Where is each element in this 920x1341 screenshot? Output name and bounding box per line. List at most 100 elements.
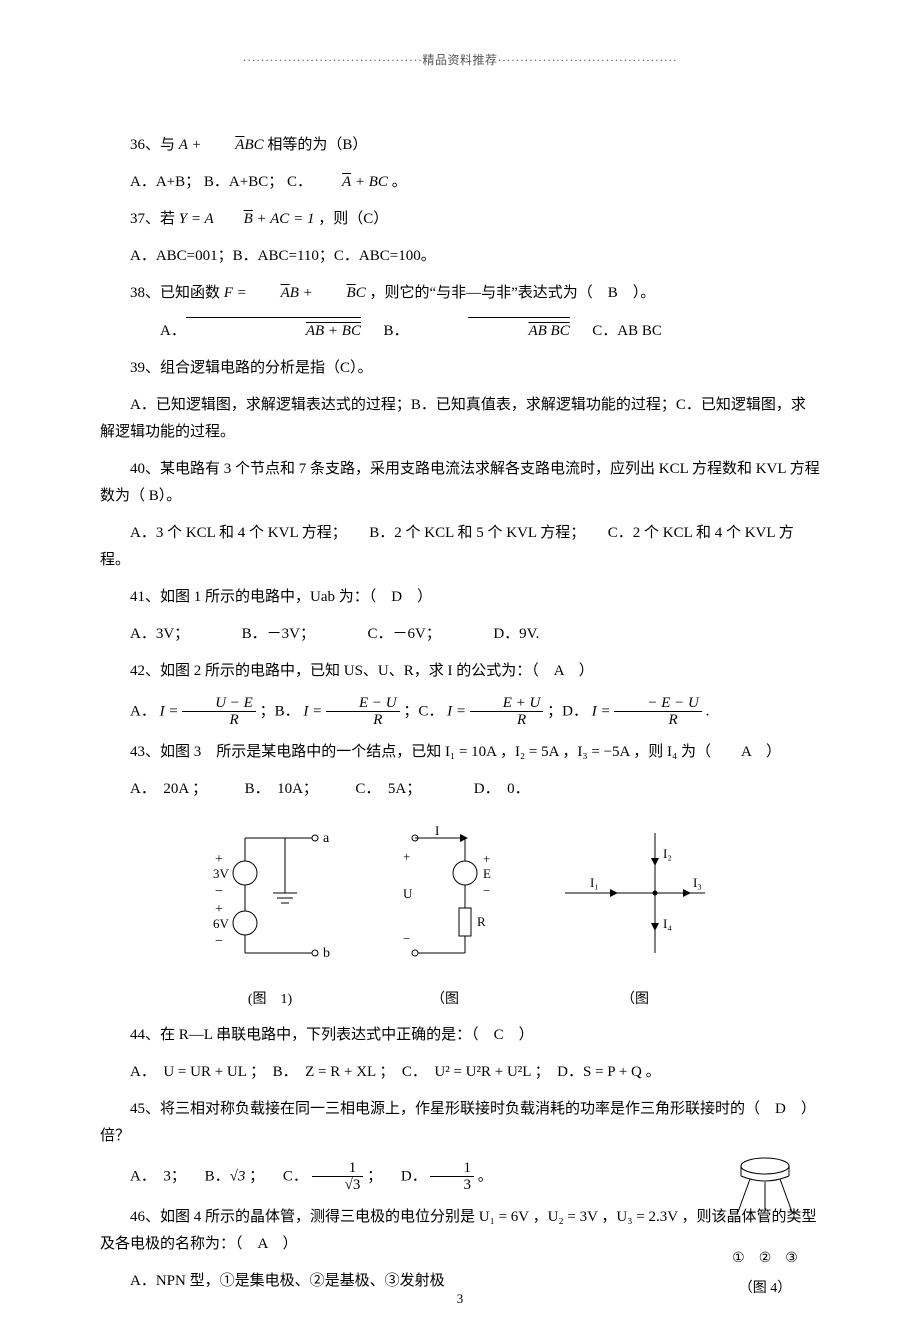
- figures-row: a + 3V − + 6V − b (图 1): [100, 823, 820, 1012]
- q42-D-den: R: [614, 712, 702, 729]
- q36-bar: A: [205, 132, 244, 159]
- q42-Ieq2: I =: [303, 703, 322, 719]
- fig3-I4: I₄: [663, 916, 672, 931]
- q40-opts: A．3 个 KCL 和 4 个 KVL 方程； B．2 个 KCL 和 5 个 …: [100, 520, 820, 574]
- q36-expr1: A +: [179, 137, 206, 153]
- figure-4: ① ② ③ （图 4）: [720, 1152, 810, 1300]
- q42-opts: A． I = U − ER ；B． I = E − UR ；C． I = E +…: [100, 695, 820, 729]
- figure-1: a + 3V − + 6V − b (图 1): [195, 823, 345, 1012]
- q42-D-pre: ；D．: [547, 703, 588, 719]
- q38-suf: ，则它的“与非—与非”表达式为（ B ）。: [369, 285, 655, 301]
- q43-opts: A． 20A ； B． 10A； C． 5A； D． 0．: [100, 776, 820, 803]
- header-line: ········································…: [100, 50, 820, 72]
- q42-C-den: R: [470, 712, 544, 729]
- q45-B-post: ；: [245, 1168, 264, 1184]
- q36-opts: A．A+B； B．A+BC； C．A + BC 。: [100, 169, 820, 196]
- q45-opts: A． 3； B．√3 ； C． 1√3 ； D． 13 。: [100, 1160, 820, 1194]
- q38-mid2: C: [356, 285, 366, 301]
- fig1-b: b: [323, 946, 330, 961]
- fig1-minus1: −: [215, 884, 223, 899]
- q36-expr2: BC: [244, 137, 263, 153]
- fig1-caption: (图 1): [195, 987, 345, 1012]
- question-44: 44、在 R—L 串联电路中，下列表达式中正确的是：（ C ）: [100, 1022, 820, 1049]
- q37-yeq: Y = A: [179, 211, 214, 227]
- fig3-I3: I₃: [693, 875, 702, 890]
- fig3-caption: （图: [545, 987, 725, 1012]
- q45-D-pre: D．: [401, 1168, 427, 1184]
- fig1-plus2: +: [215, 902, 223, 917]
- fig1-minus2: −: [215, 934, 223, 949]
- question-38: 38、已知函数 F = AB + BC ，则它的“与非—与非”表达式为（ B ）…: [100, 280, 820, 307]
- fig2-minus: −: [483, 883, 490, 898]
- q38-bar2: B: [317, 280, 356, 307]
- q45-fracC: 1√3: [312, 1160, 364, 1194]
- q36-optB: B．A+BC；: [204, 174, 283, 190]
- fig1-v1: 3V: [213, 866, 230, 881]
- q45-C-post: ；: [367, 1168, 382, 1184]
- q36-suf: 相等的为（B）: [267, 137, 367, 153]
- figure-2: I + E − R + U − （图: [375, 823, 515, 1012]
- q45-fracD: 13: [430, 1160, 474, 1194]
- q45-D-den: 3: [430, 1177, 474, 1194]
- q42-A-num: U − E: [182, 695, 256, 713]
- q42-A-den: R: [182, 712, 256, 729]
- q42-B-num: E − U: [326, 695, 400, 713]
- q42-fracD: − E − UR: [614, 695, 702, 729]
- q42-A-pre: A．: [130, 703, 156, 719]
- page-number: 3: [0, 1287, 920, 1310]
- question-46: 46、如图 4 所示的晶体管，测得三电极的电位分别是 U₁ = 6V ，U₂ =…: [100, 1204, 820, 1258]
- q38-bar1: A: [251, 280, 290, 307]
- q36-pre: 36、与: [130, 137, 179, 153]
- q42-C-num: E + U: [470, 695, 544, 713]
- figure-3-svg: I₁ I₂ I₃ I₄: [545, 823, 725, 973]
- fig1-a: a: [323, 831, 330, 846]
- q42-C-pre: ；C．: [403, 703, 443, 719]
- q37-pre: 37、若: [130, 211, 179, 227]
- question-36: 36、与 A + ABC 相等的为（B）: [100, 132, 820, 159]
- q38-optB-pre: B．: [383, 323, 408, 339]
- q45-A: A． 3；: [130, 1168, 186, 1184]
- q37-suf: ，则（C）: [318, 211, 388, 227]
- q42-B-den: R: [326, 712, 400, 729]
- q42-fracA: U − ER: [182, 695, 256, 729]
- q42-end: .: [706, 703, 710, 719]
- q38-optA-over: AB + BC: [246, 318, 361, 345]
- fig2-caption: （图: [375, 987, 515, 1012]
- figure-4-svg: [720, 1152, 810, 1232]
- question-45: 45、将三相对称负载接在同一三相电源上，作星形联接时负载消耗的功率是作三角形联接…: [100, 1096, 820, 1150]
- fig2-R: R: [477, 914, 486, 929]
- q36-optA: A．A+B；: [130, 174, 200, 190]
- fig3-I2: I₂: [663, 846, 672, 861]
- fig1-v2: 6V: [213, 916, 230, 931]
- q38-optC: C．AB BC: [592, 323, 662, 339]
- q45-B-val: √3: [230, 1168, 246, 1184]
- q44-opts: A． U = UR + UL ； B． Z = R + XL ； C． U² =…: [100, 1059, 820, 1086]
- figure-1-svg: a + 3V − + 6V − b: [195, 823, 345, 973]
- fig3-I1: I₁: [590, 875, 599, 890]
- figure-2-svg: I + E − R + U −: [375, 823, 515, 973]
- fig2-I: I: [435, 823, 439, 838]
- fig1-plus1: +: [215, 852, 223, 867]
- q38-mid1: B +: [290, 285, 317, 301]
- q42-B-pre: ；B．: [260, 703, 300, 719]
- question-40: 40、某电路有 3 个节点和 7 条支路，采用支路电流法求解各支路电流时，应列出…: [100, 456, 820, 510]
- question-42: 42、如图 2 所示的电路中，已知 US、U、R，求 I 的公式为：（ A ）: [100, 658, 820, 685]
- q42-fracC: E + UR: [470, 695, 544, 729]
- q38-opts: A．AB + BC B．AB BC C．AB BC: [100, 317, 820, 345]
- q36-optC-post: + BC: [351, 174, 388, 190]
- q38-pre: 38、已知函数: [130, 285, 224, 301]
- q37-opts: A．ABC=001；B．ABC=110；C．ABC=100。: [100, 243, 820, 270]
- fig2-plus: +: [483, 851, 490, 866]
- q41-opts: A．3V； B．－3V； C．－6V； D．9V.: [100, 621, 820, 648]
- fig2-plus2: +: [403, 849, 410, 864]
- question-43: 43、如图 3 所示是某电路中的一个结点，已知 I₁ = 10A ，I₂ = 5…: [100, 739, 820, 766]
- q38-optB-over: AB BC: [468, 317, 569, 345]
- fig2-E: E: [483, 866, 491, 881]
- q36-optC-pre: C．: [287, 174, 312, 190]
- fig2-minus2: −: [403, 931, 410, 946]
- question-39: 39、组合逻辑电路的分析是指（C）。: [100, 355, 820, 382]
- q45-D-post: 。: [478, 1168, 493, 1184]
- fig4-labels: ① ② ③: [720, 1246, 810, 1271]
- fig2-U: U: [403, 886, 413, 901]
- q45-B-pre: B．: [205, 1168, 230, 1184]
